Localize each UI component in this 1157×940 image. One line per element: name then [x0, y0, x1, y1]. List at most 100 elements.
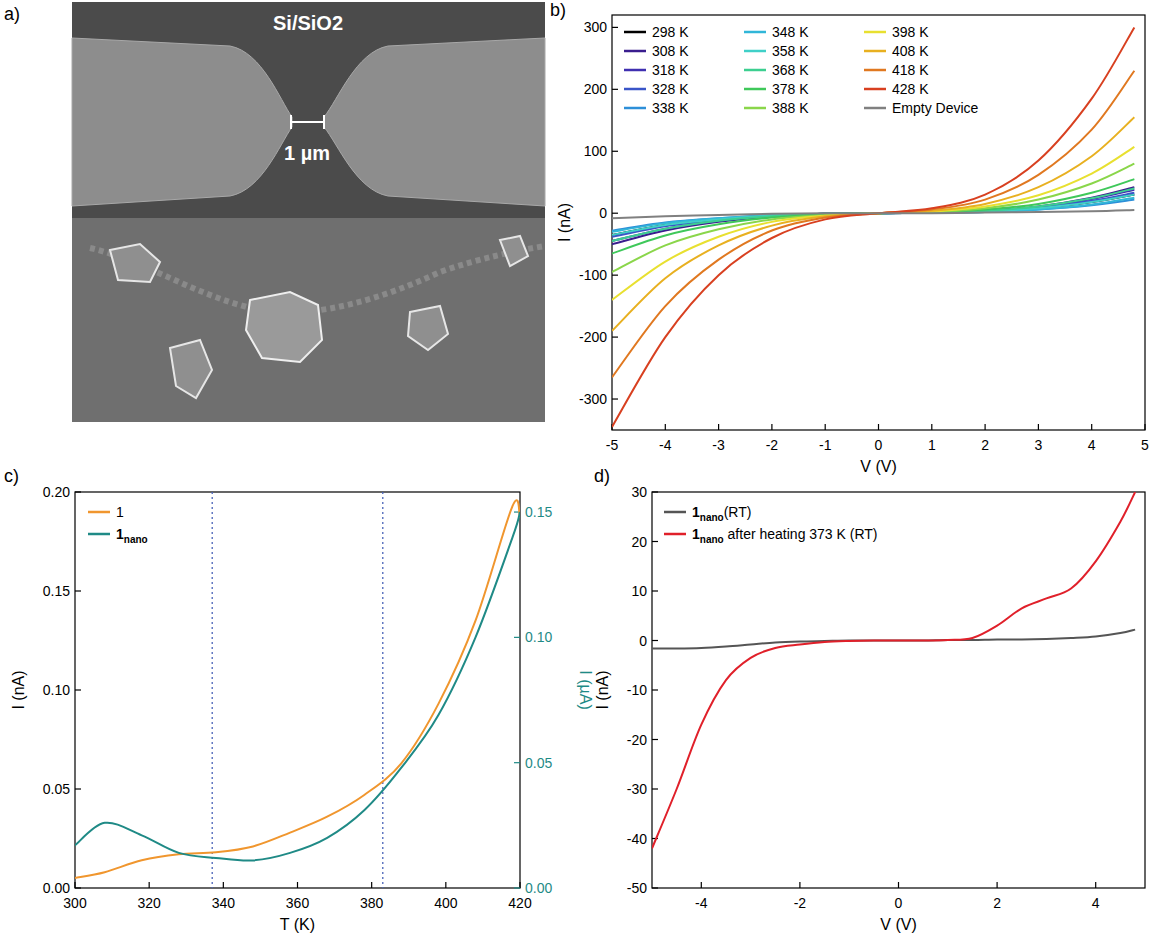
- sem-bottom: [72, 218, 545, 422]
- scale-bar-cap: [323, 115, 325, 129]
- x-tick: [931, 424, 932, 430]
- x-tick: [799, 882, 800, 888]
- sem-top: [72, 2, 545, 218]
- x-tick-label: 1: [928, 437, 936, 453]
- x-tick-label: 320: [137, 895, 161, 911]
- y-tick-label: 100: [584, 143, 608, 159]
- x-tick: [996, 882, 997, 888]
- y-tick: [612, 398, 618, 399]
- x-tick: [223, 882, 224, 888]
- legend-label: 1: [116, 504, 124, 520]
- electrode-left: [72, 38, 292, 206]
- y-tick-label: 10: [631, 583, 647, 599]
- series-line: [612, 117, 1134, 331]
- legend-label: 1nano(RT): [692, 504, 751, 523]
- plot-frame: [652, 492, 1145, 888]
- legend-swatch: [88, 533, 110, 536]
- legend-label: 368 K: [772, 62, 809, 78]
- y-tick-label: 0.15: [43, 583, 70, 599]
- y-axis-title: I (nA): [10, 670, 27, 709]
- y-tick: [75, 788, 81, 789]
- legend-label: 358 K: [772, 43, 809, 59]
- legend-label: 1nano after heating 373 K (RT): [692, 526, 878, 545]
- y-tick: [652, 491, 658, 492]
- x-tick-label: -2: [766, 437, 779, 453]
- y-tick: [652, 541, 658, 542]
- y-tick: [612, 336, 618, 337]
- y-tick-label: -20: [627, 732, 647, 748]
- x-tick: [825, 424, 826, 430]
- sem-crystal: [408, 306, 448, 350]
- y-axis-title: I (nA): [594, 670, 611, 709]
- legend-label-part: (RT): [724, 504, 752, 520]
- scale-label: 1 µm: [284, 142, 330, 164]
- y2-tick: [514, 762, 520, 763]
- x-tick: [371, 882, 372, 888]
- plot-area: [652, 492, 1135, 848]
- series-line: [652, 492, 1135, 848]
- panel-letter: b): [550, 0, 566, 20]
- sem-crystal: [110, 244, 160, 282]
- plot-area: [612, 27, 1134, 427]
- legend-label: 398 K: [892, 24, 929, 40]
- legend-label: 298 K: [652, 24, 689, 40]
- x-axis-title: V (V): [880, 916, 916, 933]
- plot-area: [75, 492, 520, 888]
- y-tick-label: 0.05: [43, 781, 70, 797]
- scale-bar-cap: [290, 115, 292, 129]
- y-tick: [652, 739, 658, 740]
- x-tick-label: 0: [875, 437, 883, 453]
- y-tick-label: 20: [631, 534, 647, 550]
- legend-swatch: [624, 88, 646, 91]
- legend-label: 348 K: [772, 24, 809, 40]
- series-line: [612, 198, 1134, 232]
- y-tick-label: 200: [584, 81, 608, 97]
- y2-tick-label: 0.05: [525, 755, 552, 771]
- sem-crystal: [500, 236, 528, 266]
- legend-label-sub: nano: [700, 534, 724, 545]
- x-tick: [1144, 424, 1145, 430]
- legend-label-part: 1: [692, 526, 700, 542]
- x-tick: [771, 424, 772, 430]
- y-tick-label: 0.20: [43, 484, 70, 500]
- x-tick-label: 0: [895, 895, 903, 911]
- x-tick: [665, 424, 666, 430]
- legend-label: 408 K: [892, 43, 929, 59]
- panel-letter: c): [4, 466, 19, 486]
- x-tick-label: -3: [712, 437, 725, 453]
- legend-label: 428 K: [892, 81, 929, 97]
- panel-letter: a): [4, 4, 20, 24]
- x-tick: [898, 882, 899, 888]
- x-tick-label: 2: [993, 895, 1001, 911]
- y2-tick: [514, 887, 520, 888]
- legend-label-sub: nano: [700, 512, 724, 523]
- x-tick: [984, 424, 985, 430]
- y2-tick-label: 0.10: [525, 629, 552, 645]
- y-tick-label: -30: [627, 781, 647, 797]
- series-line: [612, 27, 1134, 427]
- legend-swatch: [864, 69, 886, 72]
- y-tick: [652, 887, 658, 888]
- x-tick-label: -4: [695, 895, 708, 911]
- x-axis-title: V (V): [860, 458, 896, 475]
- x-tick-label: 3: [1035, 437, 1043, 453]
- plot-frame: [612, 15, 1145, 430]
- y-tick-label: 0.10: [43, 682, 70, 698]
- legend-swatch: [624, 31, 646, 34]
- scale-bar: [291, 121, 324, 123]
- panel-letter: d): [594, 466, 610, 486]
- x-axis-title: T (K): [280, 916, 315, 933]
- reference-line: [382, 492, 383, 888]
- sem-crystal: [170, 340, 212, 398]
- legend-swatch: [664, 511, 686, 514]
- y-tick-label: 0.00: [43, 880, 70, 896]
- legend-swatch: [864, 50, 886, 53]
- x-tick: [701, 882, 702, 888]
- x-tick: [878, 424, 879, 430]
- y2-axis-title: I (µA): [577, 670, 594, 709]
- legend-swatch: [744, 88, 766, 91]
- reference-line: [212, 492, 213, 888]
- legend-swatch: [864, 107, 886, 110]
- electrode-right: [324, 38, 545, 206]
- y-tick-label: -10: [627, 682, 647, 698]
